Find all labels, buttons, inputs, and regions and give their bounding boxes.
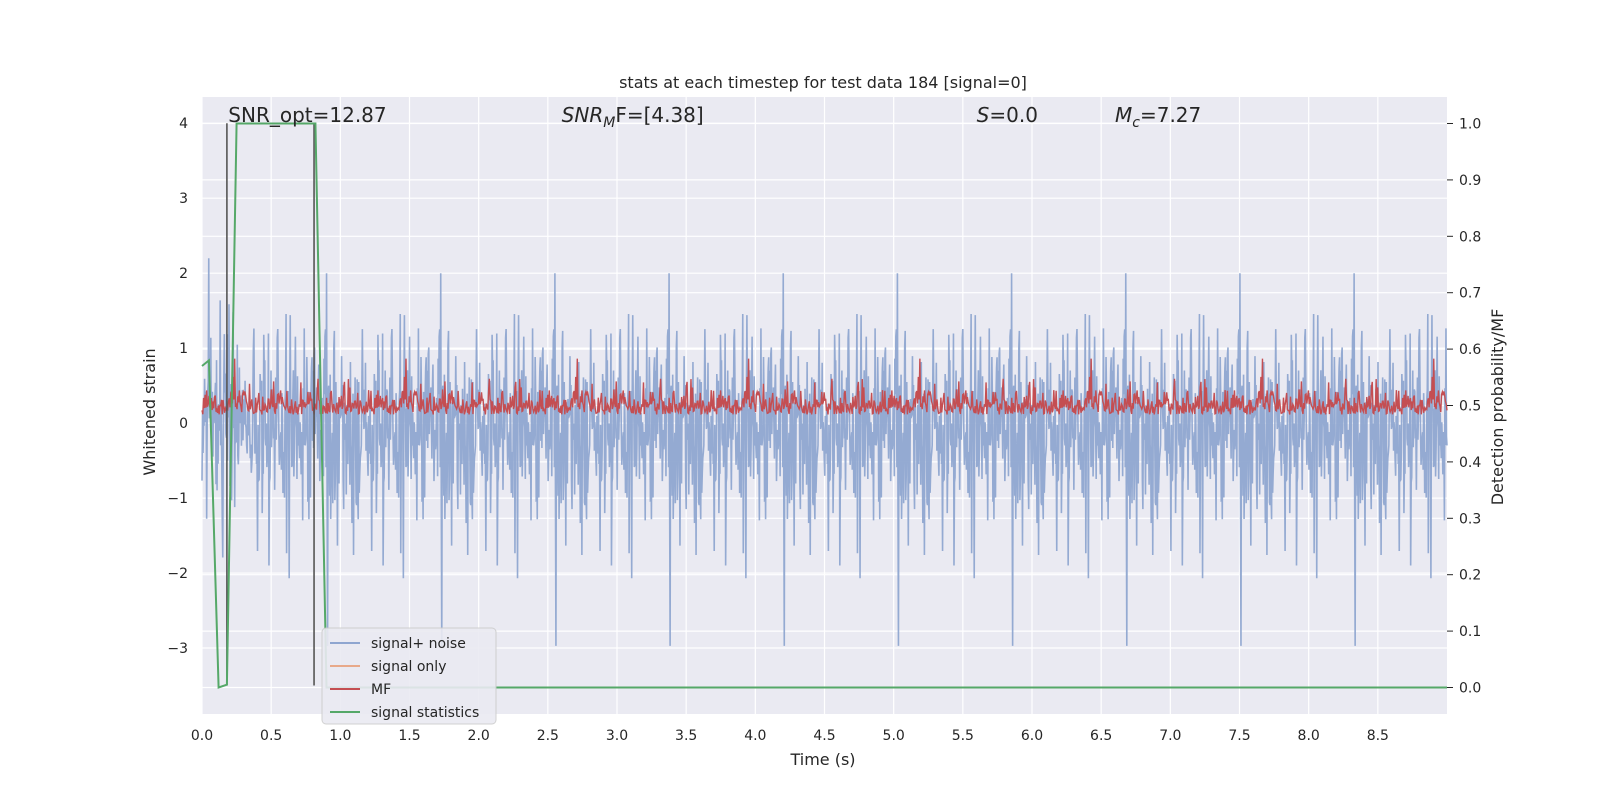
y-left-tick-label: −3 <box>167 641 188 657</box>
y-right-tick-label: 0.1 <box>1459 624 1481 640</box>
x-tick-label: 4.5 <box>813 728 835 744</box>
axes: 0.0 0.5 1.0 1.5 2.0 2.5 3.0 3.5 4.0 4.5 5.0 5.5 6.0 6… <box>167 116 1481 744</box>
x-tick-label: 3.5 <box>675 728 697 744</box>
x-tick-label: 7.0 <box>1159 728 1181 744</box>
annotation-part: =0.0 <box>989 103 1038 127</box>
x-tick-label: 1.5 <box>398 728 420 744</box>
annotation-part: SNR <box>562 103 604 127</box>
y-left-tick-label: 1 <box>179 341 188 357</box>
annotations: SNR_opt=12.87 SNRMF=[4.38] S=0.0 Mc=7.27 <box>228 103 1201 131</box>
x-tick-label: 0.5 <box>260 728 282 744</box>
annotation-mc-value: Mc=7.27 <box>1115 103 1201 131</box>
y-left-tick-label: 3 <box>179 191 188 207</box>
x-tick-label: 5.0 <box>883 728 905 744</box>
y-left-tick-label: 2 <box>179 266 188 282</box>
y-axis-label-right: Detection probability/MF <box>1488 309 1507 506</box>
x-tick-label: 4.0 <box>744 728 766 744</box>
annotation-snr-mf: SNRMF=[4.38] <box>562 103 704 131</box>
series-mf <box>201 358 1448 416</box>
x-tick-label: 6.5 <box>1090 728 1112 744</box>
y-right-tick-label: 0.5 <box>1459 399 1481 415</box>
legend-entry: signal+ noise <box>371 636 466 652</box>
y-right-tick-label: 0.0 <box>1459 680 1481 696</box>
series-signal-noise <box>201 258 1448 646</box>
x-tick-label: 5.5 <box>952 728 974 744</box>
x-tick-label: 8.5 <box>1367 728 1389 744</box>
x-tick-label: 8.0 <box>1298 728 1320 744</box>
x-tick-label: 3.0 <box>606 728 628 744</box>
x-tick-label: 6.0 <box>1021 728 1043 744</box>
y-right-tick-label: 0.3 <box>1459 511 1481 527</box>
y-axis-label-left: Whitened strain <box>140 348 159 475</box>
y-right-tick-label: 0.8 <box>1459 229 1481 245</box>
y-left-tick-label: 4 <box>179 116 188 132</box>
annotation-subscript: M <box>603 115 615 131</box>
annotation-part: =7.27 <box>1140 103 1201 127</box>
y-right-tick-label: 0.7 <box>1459 286 1481 302</box>
legend-box <box>321 627 497 725</box>
x-tick-label: 1.0 <box>329 728 351 744</box>
legend-entry: signal statistics <box>371 705 479 721</box>
y-right-tick-label: 0.4 <box>1459 455 1481 471</box>
annotation-part: M <box>1115 103 1132 127</box>
legend: signal+ noise signal only MF signal statist… <box>321 627 497 725</box>
y-left-tick-label: 0 <box>179 416 188 432</box>
x-axis-label: Time (s) <box>789 750 855 769</box>
chart-title: stats at each timestep for test data 184… <box>619 73 1027 92</box>
annotation-part: F=[4.38] <box>615 103 703 127</box>
legend-entry: MF <box>371 682 391 698</box>
y-right-tick-label: 1.0 <box>1459 117 1481 133</box>
y-left-tick-label: −2 <box>167 566 188 582</box>
y-right-tick-label: 0.2 <box>1459 568 1481 584</box>
y-right-tick-label: 0.6 <box>1459 342 1481 358</box>
x-tick-label: 2.0 <box>468 728 490 744</box>
x-tick-label: 0.0 <box>191 728 213 744</box>
x-tick-label: 2.5 <box>537 728 559 744</box>
annotation-part: S <box>977 103 990 127</box>
y-right-tick-label: 0.9 <box>1459 173 1481 189</box>
x-tick-label: 7.5 <box>1228 728 1250 744</box>
annotation-subscript: c <box>1132 115 1140 131</box>
annotation-s-value: S=0.0 <box>977 103 1038 127</box>
legend-entry: signal only <box>371 659 446 675</box>
y-left-tick-label: −1 <box>167 491 188 507</box>
annotation-snr-opt: SNR_opt=12.87 <box>228 103 386 127</box>
